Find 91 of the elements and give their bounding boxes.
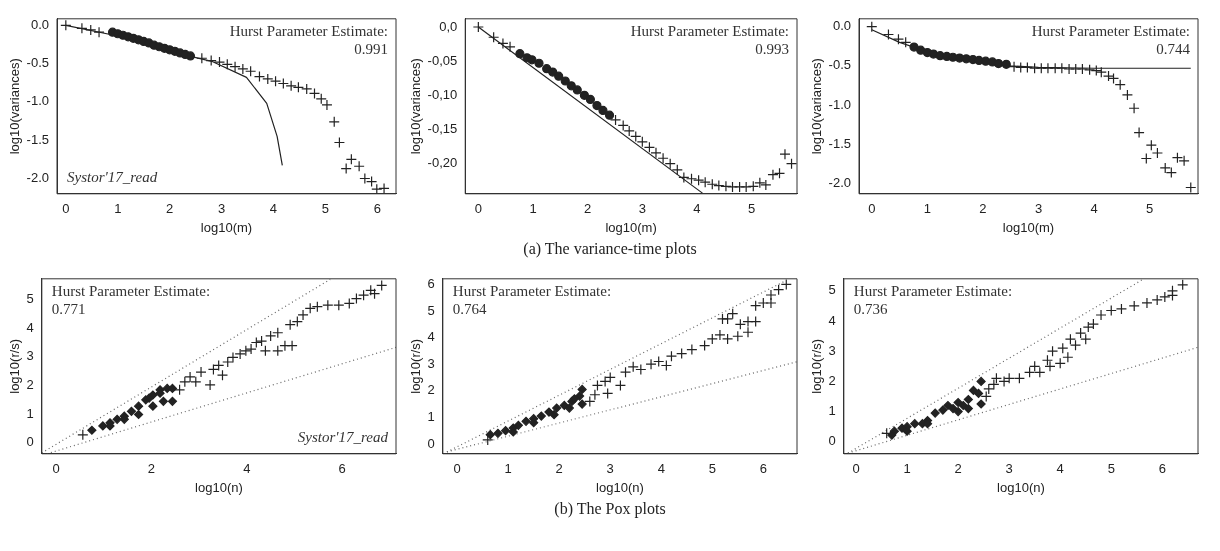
y-tick-label: -0.5 [828, 57, 851, 73]
y-tick-label: -0,10 [427, 86, 458, 102]
x-tick-label: 3 [606, 461, 614, 477]
y-axis-title: log10(r/s) [809, 338, 825, 394]
y-tick-label: 4 [427, 329, 435, 345]
y-tick-label: 2 [427, 382, 435, 398]
y-tick-label: -1.0 [828, 96, 851, 112]
x-tick-label: 4 [1056, 461, 1064, 477]
x-tick-label: 5 [1146, 201, 1154, 217]
x-axis-title: log10(n) [596, 479, 644, 495]
annotation: Hurst Parameter Estimate: 0.771 [51, 283, 211, 318]
x-tick-label: 5 [748, 201, 756, 217]
annotation: Hurst Parameter Estimate: 0.991 [229, 23, 388, 58]
y-tick-label: -1.0 [26, 93, 49, 109]
y-tick-label: -0,05 [427, 52, 458, 68]
y-axis-title: log10(variances) [408, 58, 424, 155]
x-tick-label: 6 [338, 461, 346, 477]
y-tick-label: 4 [828, 312, 836, 328]
text: (b) The Pox plots [553, 499, 667, 520]
y-tick-label: -1.5 [26, 131, 49, 147]
x-tick-label: 1 [114, 201, 122, 217]
y-tick-label: 0.0 [832, 18, 851, 34]
x-tick-label: 4 [1090, 201, 1098, 217]
y-tick-label: 1 [427, 408, 435, 424]
y-tick-label: 3 [427, 355, 435, 371]
x-tick-label: 2 [954, 461, 962, 477]
x-tick-label: 2 [555, 461, 563, 477]
annotation: Systor'17_read [67, 169, 158, 186]
annotation: Hurst Parameter Estimate: 0.993 [630, 23, 789, 58]
x-tick-label: 5 [1107, 461, 1115, 477]
x-tick-label: 0 [62, 201, 70, 217]
y-tick-label: 1 [828, 403, 836, 419]
x-tick-label: 2 [166, 201, 174, 217]
x-tick-label: 1 [529, 201, 537, 217]
x-tick-label: 2 [979, 201, 987, 217]
x-tick-label: 4 [657, 461, 665, 477]
x-tick-label: 5 [321, 201, 330, 217]
y-tick-label: 4 [26, 319, 34, 335]
x-axis-title: log10(n) [997, 479, 1045, 495]
x-tick-label: 2 [147, 461, 156, 477]
x-axis-title: log10(m) [1002, 219, 1055, 235]
y-tick-label: -0.5 [26, 55, 49, 71]
y-tick-label: 5 [828, 282, 836, 298]
y-axis-title: log10(variances) [809, 58, 825, 155]
x-tick-label: 5 [708, 461, 716, 477]
x-tick-label: 3 [217, 201, 226, 217]
x-tick-label: 6 [1158, 461, 1166, 477]
x-tick-label: 1 [504, 461, 512, 477]
x-tick-label: 0 [52, 461, 60, 477]
text: (a) The variance-time plots [522, 239, 698, 260]
y-tick-label: 2 [828, 372, 836, 388]
x-tick-label: 6 [373, 201, 381, 217]
y-tick-label: 5 [427, 302, 435, 318]
x-tick-label: 1 [903, 461, 911, 477]
y-tick-label: 6 [427, 275, 435, 291]
y-tick-label: -2.0 [828, 175, 851, 191]
y-tick-label: -2.0 [26, 170, 49, 186]
y-tick-label: -0,20 [427, 155, 458, 171]
annotation: Hurst Parameter Estimate: 0.764 [452, 283, 612, 318]
x-tick-label: 4 [693, 201, 701, 217]
y-tick-label: 0 [828, 433, 836, 449]
x-tick-label: 3 [1005, 461, 1013, 477]
annotation: Hurst Parameter Estimate: 0.744 [1031, 23, 1191, 58]
y-tick-label: 0 [26, 434, 34, 450]
annotation: Hurst Parameter Estimate: 0.736 [853, 283, 1013, 318]
x-tick-label: 0 [474, 201, 482, 217]
x-axis-title: log10(m) [605, 219, 657, 235]
y-tick-label: 0,0 [439, 18, 458, 34]
y-tick-label: 1 [26, 405, 34, 421]
x-tick-label: 0 [868, 201, 876, 217]
x-axis-title: log10(n) [195, 479, 243, 495]
x-tick-label: 4 [243, 461, 251, 477]
y-tick-label: 2 [26, 377, 34, 393]
annotation: Systor'17_read [297, 429, 389, 446]
x-axis-title: log10(m) [200, 219, 253, 235]
y-tick-label: -1.5 [828, 135, 851, 151]
x-tick-label: 4 [269, 201, 278, 217]
x-tick-label: 3 [638, 201, 646, 217]
x-tick-label: 2 [584, 201, 592, 217]
y-tick-label: -0,15 [427, 121, 458, 137]
y-axis-title: log10(r/s) [7, 338, 23, 394]
x-tick-label: 6 [759, 461, 767, 477]
y-tick-label: 3 [828, 342, 836, 358]
y-tick-label: 0.0 [30, 16, 49, 32]
x-tick-label: 1 [923, 201, 931, 217]
y-axis-title: log10(r/s) [408, 338, 424, 394]
y-axis-title: log10(variances) [7, 58, 23, 155]
y-tick-label: 0 [427, 435, 435, 451]
x-tick-label: 3 [1034, 201, 1043, 217]
y-tick-label: 5 [26, 291, 34, 307]
y-tick-label: 3 [26, 348, 34, 364]
